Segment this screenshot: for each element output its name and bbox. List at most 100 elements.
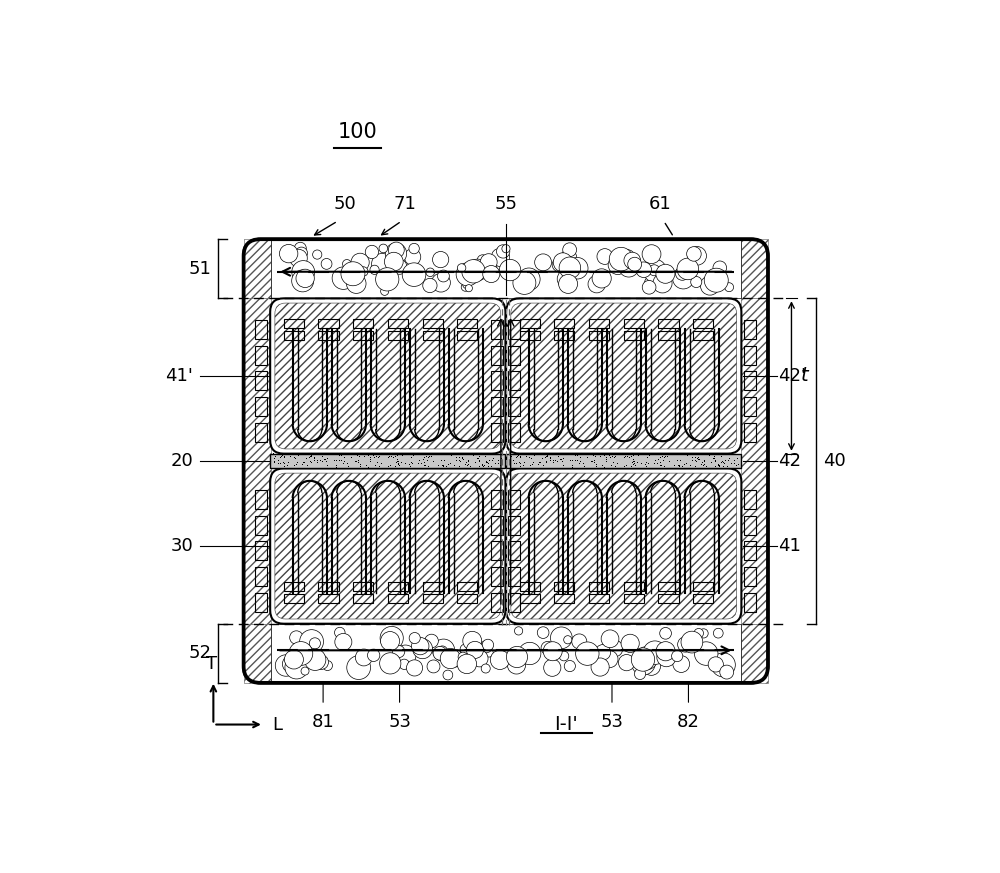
Text: t: t (801, 367, 809, 386)
Circle shape (294, 243, 306, 254)
Text: 100: 100 (338, 121, 378, 141)
Circle shape (392, 259, 407, 274)
Circle shape (518, 268, 540, 291)
Circle shape (454, 650, 461, 657)
FancyBboxPatch shape (275, 473, 501, 619)
Circle shape (321, 258, 332, 269)
Bar (318, 582, 339, 591)
Text: T: T (206, 656, 217, 673)
Circle shape (423, 278, 437, 292)
Circle shape (507, 656, 526, 674)
Circle shape (537, 627, 549, 638)
Circle shape (381, 631, 400, 650)
Bar (491, 423, 503, 442)
Circle shape (367, 650, 380, 662)
Text: 53: 53 (600, 713, 623, 731)
Circle shape (413, 639, 432, 659)
Text: 50: 50 (333, 196, 356, 213)
Bar (744, 593, 756, 612)
Circle shape (376, 268, 399, 291)
Bar (255, 490, 267, 509)
Circle shape (656, 265, 675, 284)
Circle shape (649, 265, 660, 276)
Circle shape (462, 259, 485, 283)
Bar (284, 319, 304, 327)
Bar (353, 582, 373, 591)
Circle shape (467, 259, 488, 280)
Text: 61: 61 (649, 196, 672, 213)
Bar (624, 319, 644, 327)
Circle shape (564, 636, 572, 644)
Bar (255, 423, 267, 442)
FancyBboxPatch shape (244, 239, 768, 683)
Bar (520, 319, 540, 327)
Bar (744, 490, 756, 509)
Circle shape (708, 656, 723, 672)
Circle shape (591, 658, 609, 676)
Circle shape (595, 644, 611, 660)
Circle shape (713, 629, 723, 638)
Text: 40: 40 (823, 452, 846, 470)
Circle shape (404, 249, 421, 265)
Bar (423, 582, 443, 591)
Bar (244, 239, 271, 299)
Bar (491, 320, 503, 339)
Bar (508, 346, 520, 365)
Circle shape (343, 259, 351, 268)
Circle shape (618, 655, 635, 670)
Bar (506, 454, 741, 469)
Circle shape (365, 245, 379, 258)
Circle shape (466, 642, 484, 658)
Circle shape (380, 627, 403, 650)
Circle shape (656, 642, 675, 661)
FancyBboxPatch shape (275, 303, 501, 449)
Bar (388, 595, 408, 603)
Text: 41': 41' (165, 367, 193, 385)
Bar (741, 623, 768, 683)
Circle shape (588, 276, 605, 292)
Circle shape (279, 244, 298, 263)
Circle shape (557, 270, 576, 289)
Circle shape (292, 270, 314, 292)
Bar (589, 319, 609, 327)
Circle shape (559, 257, 581, 278)
Circle shape (471, 650, 488, 667)
Circle shape (463, 280, 471, 289)
Bar (741, 299, 768, 623)
Text: 30: 30 (170, 537, 193, 555)
Bar (508, 320, 520, 339)
Circle shape (688, 246, 706, 265)
Bar (744, 371, 756, 390)
Circle shape (691, 277, 702, 287)
Text: I-I': I-I' (554, 715, 578, 734)
Bar (658, 319, 679, 327)
Circle shape (481, 664, 490, 673)
Bar (271, 623, 741, 683)
Bar (744, 320, 756, 339)
Circle shape (341, 262, 365, 285)
Circle shape (628, 258, 642, 272)
Bar (423, 331, 443, 340)
Circle shape (335, 634, 352, 650)
Circle shape (673, 656, 690, 672)
Bar (255, 593, 267, 612)
Bar (388, 319, 408, 327)
Circle shape (370, 265, 379, 274)
Circle shape (544, 659, 561, 677)
Bar (255, 320, 267, 339)
Bar (508, 423, 520, 442)
Bar (491, 541, 503, 560)
Bar (388, 331, 408, 340)
Text: 81: 81 (312, 713, 334, 731)
Bar (423, 319, 443, 327)
Circle shape (634, 669, 646, 679)
Bar (589, 582, 609, 591)
Bar (508, 541, 520, 560)
Circle shape (535, 254, 552, 271)
Circle shape (631, 648, 655, 671)
Circle shape (657, 648, 676, 667)
Bar (244, 299, 271, 623)
Circle shape (346, 274, 366, 293)
Bar (491, 490, 503, 509)
Text: 52: 52 (188, 644, 211, 663)
